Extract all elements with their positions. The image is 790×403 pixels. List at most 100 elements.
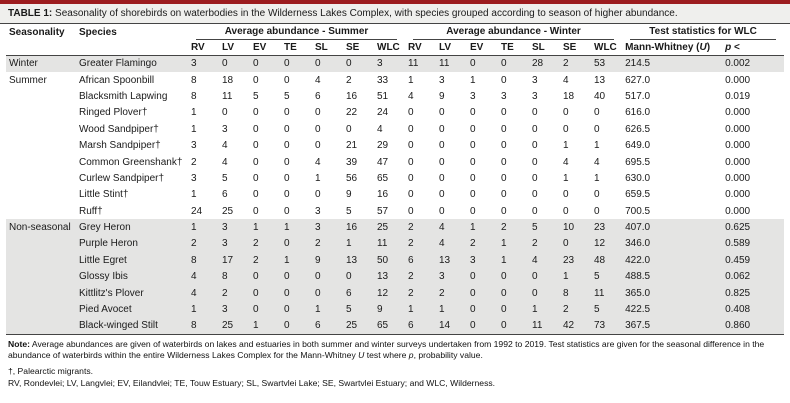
winter-abundance-cell: 0 xyxy=(439,123,445,135)
table-caption-text: Seasonality of shorebirds on waterbodies… xyxy=(52,8,678,19)
summer-abundance-cell: 0 xyxy=(346,58,352,70)
winter-abundance-cell: 1 xyxy=(408,74,414,86)
mann-whitney-cell: 700.5 xyxy=(625,205,651,217)
summer-abundance-cell: 13 xyxy=(346,254,358,266)
p-value-cell: 0.860 xyxy=(722,317,785,335)
summer-abundance-cell: 5 xyxy=(253,90,259,102)
table-row: Kittlitz's Plover 4 2 0 0 0 6 12 2 2 0 0 0 8 11 365.0 0.… xyxy=(6,284,785,302)
table-body: Winter Greater Flamingo 3 0 0 0 0 0 3 11 11 0 0 28 2 53… xyxy=(6,55,785,335)
summer-abundance-cell: 6 xyxy=(312,317,343,335)
summer-abundance-cell: 0 xyxy=(281,317,312,335)
summer-abundance-cell: 1 xyxy=(284,254,290,266)
winter-abundance-cell: 0 xyxy=(439,140,445,152)
winter-abundance-cell: 2 xyxy=(532,238,538,250)
species-cell: Wood Sandpiper† xyxy=(79,123,159,135)
winter-abundance-cell: 3 xyxy=(439,271,445,283)
winter-abundance-cell: 1 xyxy=(501,254,507,266)
p-value-cell: 0.019 xyxy=(725,90,751,102)
summer-abundance-cell: 12 xyxy=(377,287,389,299)
winter-abundance-cell: 2 xyxy=(408,238,414,250)
summer-abundance-cell: 0 xyxy=(253,205,259,217)
winter-abundance-cell: 0 xyxy=(470,156,476,168)
summer-abundance-cell: 11 xyxy=(222,90,233,102)
summer-abundance-cell: 0 xyxy=(253,107,259,119)
summer-abundance-cell: 25 xyxy=(222,205,234,217)
seasonality-cell xyxy=(6,203,76,219)
winter-site-header-te: TE xyxy=(498,40,529,56)
summer-abundance-cell: 0 xyxy=(284,304,290,316)
winter-abundance-cell: 3 xyxy=(501,90,507,102)
seasonality-cell xyxy=(6,317,76,335)
winter-abundance-cell: 4 xyxy=(439,222,445,234)
species-cell: Marsh Sandpiper† xyxy=(79,140,161,152)
summer-abundance-cell: 2 xyxy=(253,254,259,266)
winter-abundance-cell: 0 xyxy=(563,189,569,201)
winter-abundance-cell: 6 xyxy=(405,317,436,335)
winter-site-header-ev: EV xyxy=(467,40,498,56)
seasonality-cell: Winter xyxy=(9,58,38,70)
winter-abundance-cell: 0 xyxy=(532,189,538,201)
summer-abundance-cell: 8 xyxy=(191,90,197,102)
seasonality-cell xyxy=(6,269,76,285)
p-value-cell: 0.408 xyxy=(725,304,751,316)
summer-abundance-cell: 8 xyxy=(188,317,219,335)
summer-abundance-cell: 5 xyxy=(346,205,352,217)
winter-abundance-cell: 2 xyxy=(563,304,569,316)
winter-abundance-cell: 0 xyxy=(501,287,507,299)
seasonality-cell xyxy=(6,88,76,104)
winter-abundance-cell: 5 xyxy=(594,271,600,283)
winter-abundance-cell: 0 xyxy=(563,238,569,250)
winter-abundance-cell: 0 xyxy=(408,140,414,152)
species-cell: Blacksmith Lapwing xyxy=(79,90,168,102)
summer-abundance-cell: 16 xyxy=(346,90,358,102)
winter-abundance-cell: 0 xyxy=(501,189,507,201)
table-row: Summer African Spoonbill 8 18 0 0 4 2 33 1 3 1 0 3 4 13… xyxy=(6,72,784,88)
species-cell: Purple Heron xyxy=(79,238,138,250)
seasonality-table: Seasonality Species Average abundance - … xyxy=(6,24,785,335)
winter-abundance-cell: 0 xyxy=(532,140,538,152)
mann-whitney-cell: 517.0 xyxy=(625,90,651,102)
summer-site-header-wlc: WLC xyxy=(374,40,405,56)
winter-abundance-cell: 8 xyxy=(563,287,569,299)
table-row: Blacksmith Lapwing 8 11 5 5 6 16 51 4 9 3 3 3 18 40 517… xyxy=(6,88,784,104)
winter-abundance-cell: 0 xyxy=(467,317,498,335)
mann-whitney-cell: 630.0 xyxy=(625,172,651,184)
winter-abundance-cell: 2 xyxy=(439,287,445,299)
summer-site-header-ev: EV xyxy=(250,40,281,56)
note-main: Note: Average abundances are given of wa… xyxy=(8,338,765,360)
seasonality-cell xyxy=(6,252,76,268)
summer-abundance-cell: 5 xyxy=(284,90,290,102)
species-cell: Ruff† xyxy=(79,205,103,217)
summer-abundance-cell: 9 xyxy=(377,304,383,316)
summer-abundance-cell: 16 xyxy=(346,222,358,234)
winter-abundance-cell: 2 xyxy=(501,222,507,234)
summer-abundance-cell: 3 xyxy=(222,304,228,316)
species-cell: Ringed Plover† xyxy=(79,107,148,119)
seasonality-cell xyxy=(6,105,76,121)
winter-abundance-cell: 0 xyxy=(470,172,476,184)
winter-abundance-cell: 4 xyxy=(408,90,414,102)
winter-abundance-cell: 1 xyxy=(439,304,445,316)
winter-abundance-cell: 0 xyxy=(470,205,476,217)
summer-abundance-cell: 4 xyxy=(191,287,197,299)
summer-abundance-cell: 0 xyxy=(253,123,259,135)
summer-abundance-cell: 2 xyxy=(191,156,197,168)
table-row: Curlew Sandpiper† 3 5 0 0 1 56 65 0 0 0 0 0 1 1 630.0 0.… xyxy=(6,170,784,186)
p-value-cell: 0.625 xyxy=(725,222,751,234)
winter-site-header-sl: SL xyxy=(529,40,560,56)
winter-abundance-cell: 0 xyxy=(408,189,414,201)
table-caption-label: TABLE 1: xyxy=(8,8,53,19)
p-value-cell: 0.002 xyxy=(725,58,751,70)
summer-abundance-cell: 0 xyxy=(346,271,352,283)
note-dagger: †, Palearctic migrants. xyxy=(8,365,94,376)
summer-abundance-cell: 13 xyxy=(377,271,389,283)
summer-abundance-cell: 5 xyxy=(222,172,228,184)
summer-abundance-cell: 8 xyxy=(191,254,197,266)
p-value-cell: 0.000 xyxy=(725,107,751,119)
mann-whitney-cell: 365.0 xyxy=(625,287,651,299)
winter-abundance-cell: 2 xyxy=(408,222,414,234)
winter-abundance-cell: 0 xyxy=(532,107,538,119)
winter-abundance-cell: 0 xyxy=(498,317,529,335)
summer-abundance-cell: 5 xyxy=(346,304,352,316)
summer-abundance-cell: 25 xyxy=(377,222,389,234)
